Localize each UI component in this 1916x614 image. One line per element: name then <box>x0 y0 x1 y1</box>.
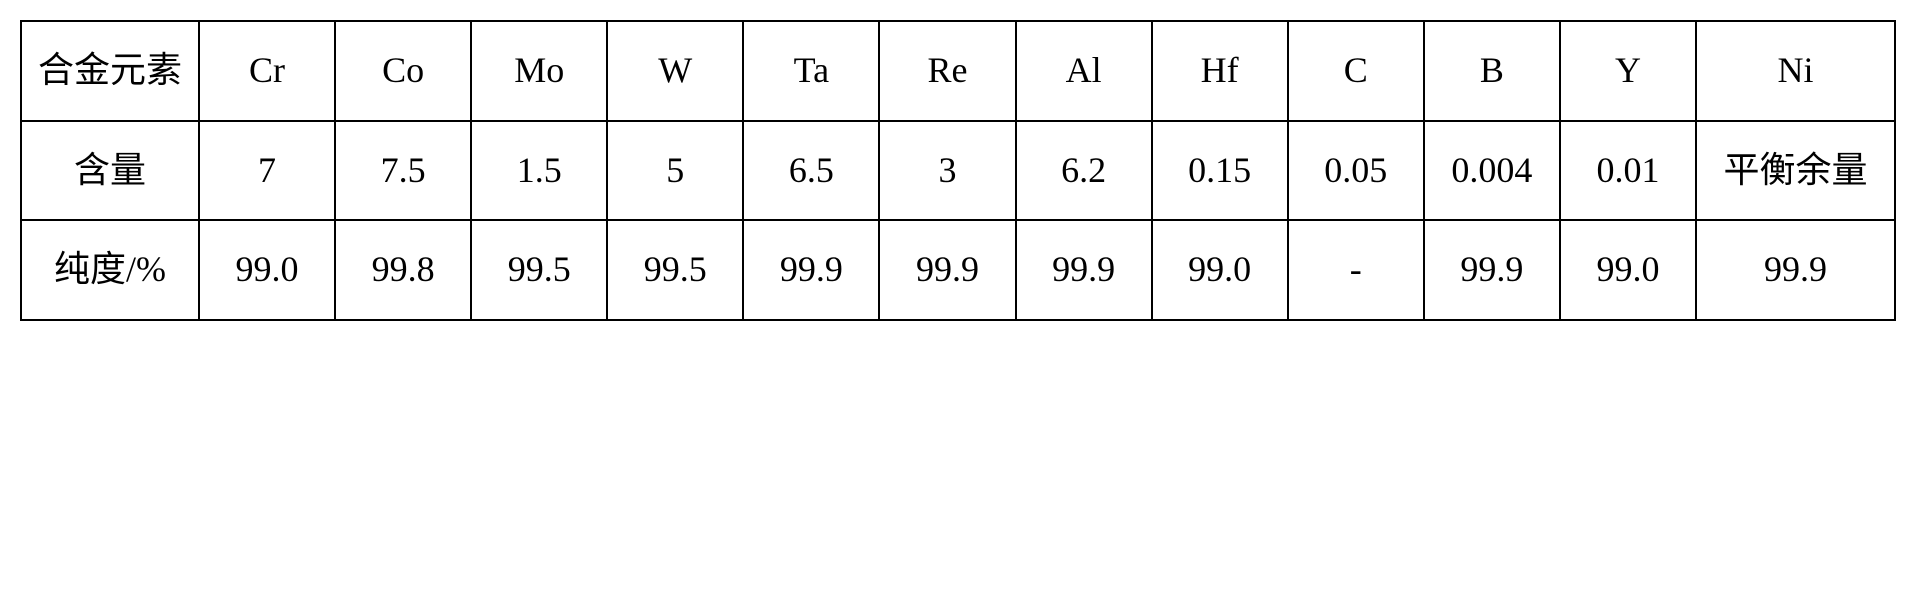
cell-row2-Cr: 99.0 <box>199 220 335 320</box>
cell-row2-Y: 99.0 <box>1560 220 1696 320</box>
alloy-composition-table: 合金元素 Cr Co Mo W Ta Re Al Hf C B Y Ni 含量 … <box>20 20 1896 321</box>
cell-row1-Mo: 1.5 <box>471 121 607 221</box>
cell-row0-label: 合金元素 <box>21 21 199 121</box>
cell-row2-B: 99.9 <box>1424 220 1560 320</box>
cell-row0-Y: Y <box>1560 21 1696 121</box>
cell-row0-C: C <box>1288 21 1424 121</box>
cell-row0-Co: Co <box>335 21 471 121</box>
cell-row1-Ni: 平衡余量 <box>1696 121 1895 221</box>
cell-row2-W: 99.5 <box>607 220 743 320</box>
cell-row2-Ta: 99.9 <box>743 220 879 320</box>
cell-row1-Al: 6.2 <box>1016 121 1152 221</box>
table-row: 合金元素 Cr Co Mo W Ta Re Al Hf C B Y Ni <box>21 21 1895 121</box>
cell-row0-Al: Al <box>1016 21 1152 121</box>
cell-row1-B: 0.004 <box>1424 121 1560 221</box>
cell-row1-Hf: 0.15 <box>1152 121 1288 221</box>
cell-row1-Ta: 6.5 <box>743 121 879 221</box>
cell-row0-Cr: Cr <box>199 21 335 121</box>
cell-row0-Ta: Ta <box>743 21 879 121</box>
cell-row1-Cr: 7 <box>199 121 335 221</box>
cell-row2-Re: 99.9 <box>879 220 1015 320</box>
cell-row0-W: W <box>607 21 743 121</box>
cell-row1-C: 0.05 <box>1288 121 1424 221</box>
cell-row2-Ni: 99.9 <box>1696 220 1895 320</box>
cell-row1-W: 5 <box>607 121 743 221</box>
cell-row1-label: 含量 <box>21 121 199 221</box>
cell-row2-Hf: 99.0 <box>1152 220 1288 320</box>
cell-row2-label: 纯度/% <box>21 220 199 320</box>
cell-row0-Hf: Hf <box>1152 21 1288 121</box>
cell-row0-B: B <box>1424 21 1560 121</box>
cell-row1-Co: 7.5 <box>335 121 471 221</box>
cell-row0-Ni: Ni <box>1696 21 1895 121</box>
cell-row2-Co: 99.8 <box>335 220 471 320</box>
cell-row2-Mo: 99.5 <box>471 220 607 320</box>
cell-row0-Re: Re <box>879 21 1015 121</box>
cell-row2-Al: 99.9 <box>1016 220 1152 320</box>
table-row: 含量 7 7.5 1.5 5 6.5 3 6.2 0.15 0.05 0.004… <box>21 121 1895 221</box>
cell-row0-Mo: Mo <box>471 21 607 121</box>
cell-row1-Y: 0.01 <box>1560 121 1696 221</box>
cell-row2-C: - <box>1288 220 1424 320</box>
cell-row1-Re: 3 <box>879 121 1015 221</box>
table-row: 纯度/% 99.0 99.8 99.5 99.5 99.9 99.9 99.9 … <box>21 220 1895 320</box>
